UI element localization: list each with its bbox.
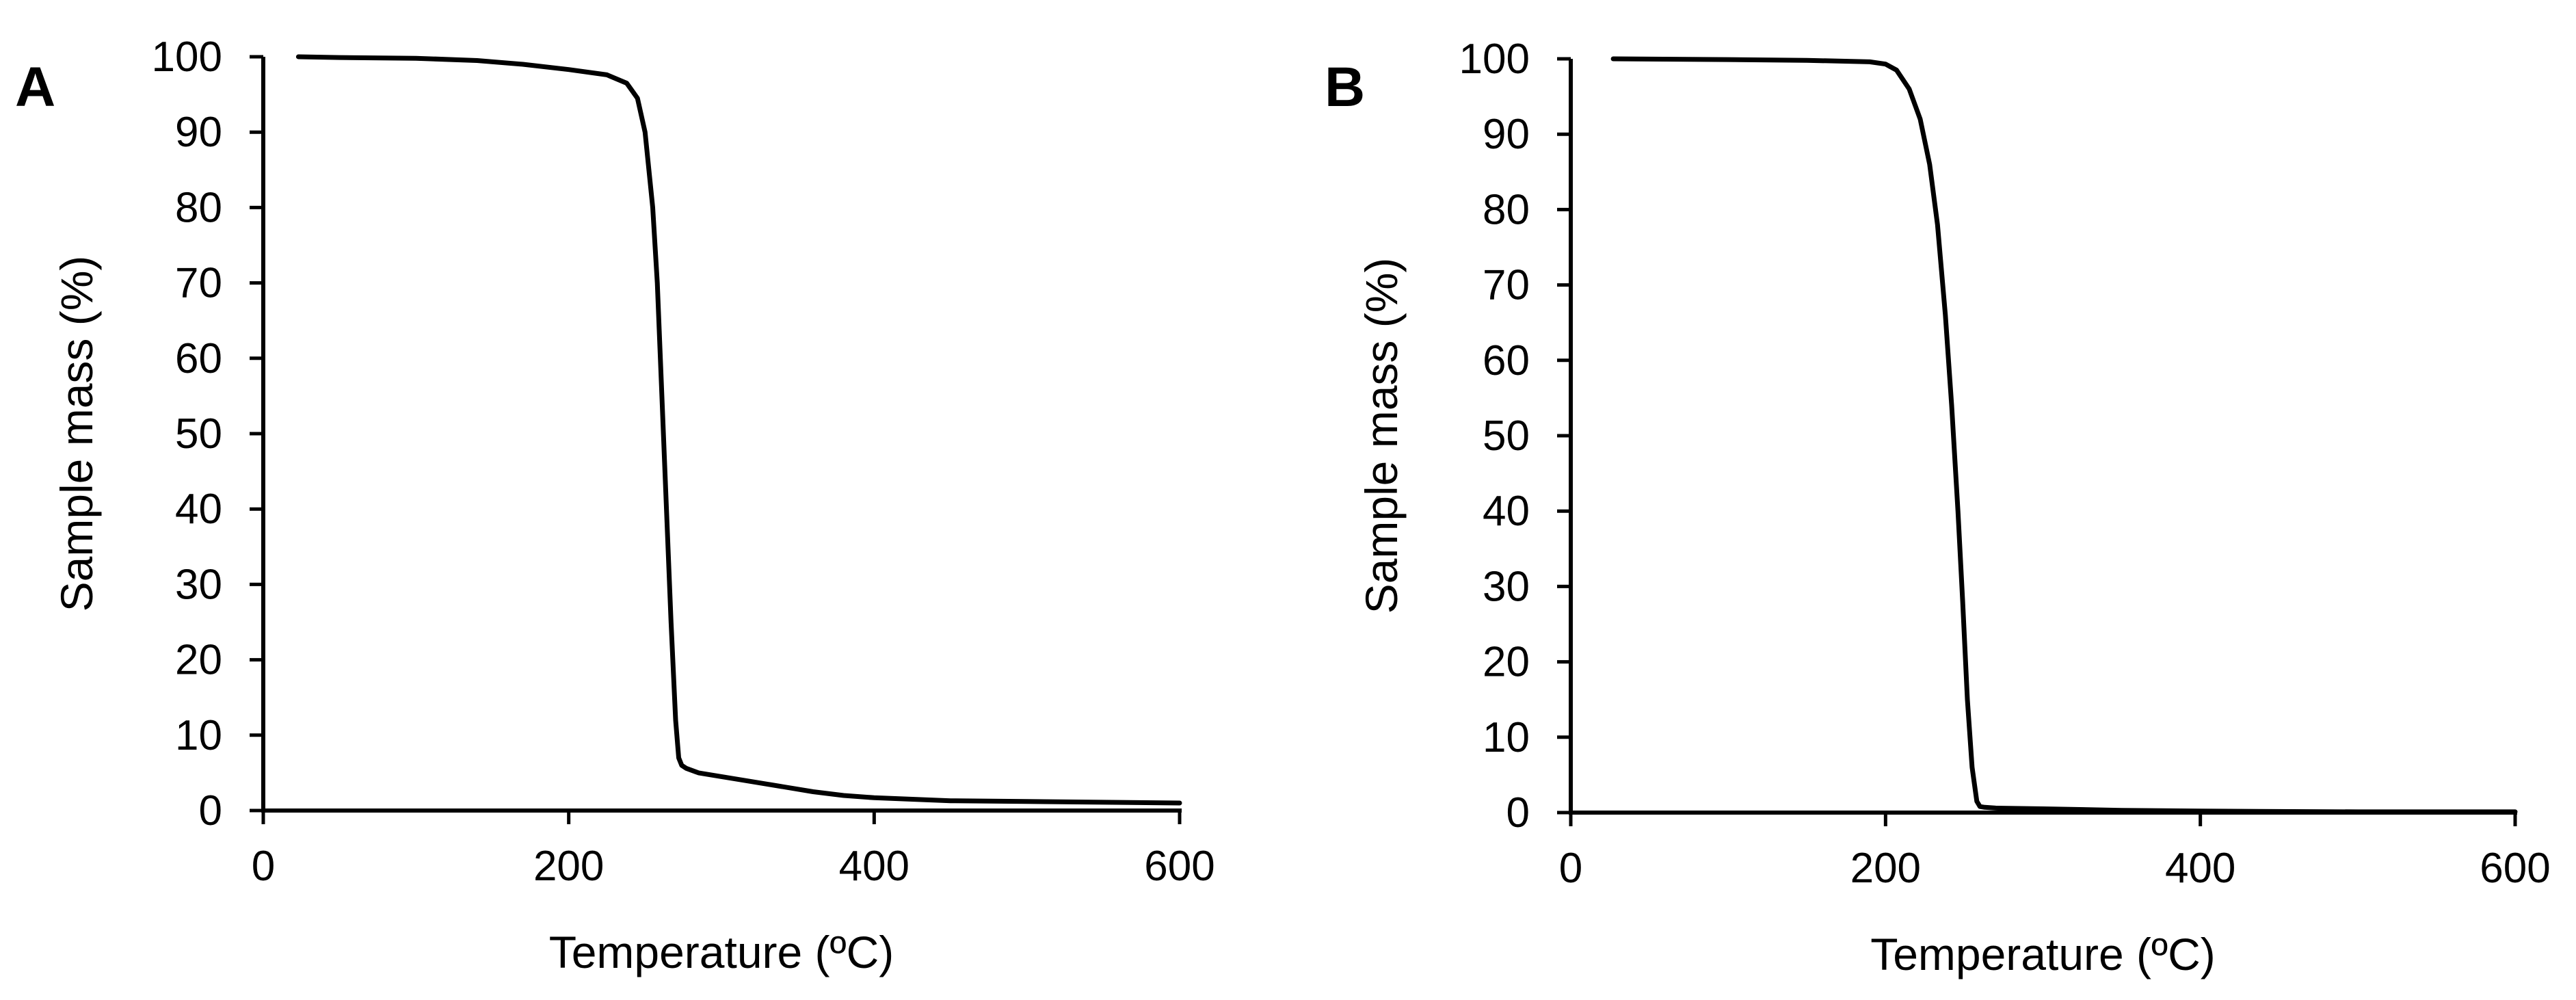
x-axis-title: Temperature (ºC) [549,927,894,977]
y-tick-label: 60 [1483,337,1530,384]
y-tick-label: 80 [175,184,222,231]
series-line [295,54,1182,806]
y-tick-label: 0 [1506,789,1530,837]
panel-letter: A [15,56,55,118]
y-tick-label: 50 [175,410,222,458]
y-tick-label: 30 [1483,563,1530,610]
y-axis-title: Sample mass (%) [1356,258,1407,614]
x-tick-label: 600 [2480,845,2550,892]
y-tick-label: 20 [175,637,222,684]
y-tick-label: 40 [1483,488,1530,535]
y-tick-label: 100 [152,34,222,81]
y-tick-label: 0 [199,787,222,834]
x-tick-label: 600 [1144,843,1214,890]
x-tick-label: 400 [839,843,909,890]
x-tick-label: 400 [2165,845,2235,892]
panel-letter: B [1325,56,1365,118]
panel-a: A 0 10 20 30 40 50 60 70 80 90 100 0 200 400 600 Tempera… [15,34,1215,977]
x-tick-label: 0 [252,843,275,890]
series-line [1610,56,2518,815]
y-tick-label: 90 [175,109,222,156]
x-tick-label: 200 [533,843,604,890]
y-tick-label: 60 [175,335,222,382]
y-tick-label: 80 [1483,186,1530,233]
y-tick-label: 70 [1483,262,1530,309]
y-tick-label: 70 [175,260,222,307]
y-tick-label: 20 [1483,639,1530,686]
y-tick-label: 50 [1483,412,1530,460]
x-tick-label: 0 [1559,845,1582,892]
y-tick-label: 10 [175,712,222,759]
y-tick-label: 30 [175,561,222,608]
y-tick-label: 10 [1483,714,1530,761]
y-tick-label: 90 [1483,111,1530,158]
y-axis-title: Sample mass (%) [51,256,102,612]
y-tick-label: 100 [1459,36,1530,83]
y-tick-label: 40 [175,486,222,533]
panel-b: B 0 10 20 30 40 50 60 70 80 90 100 0 200 400 600 Tempera… [1325,36,2551,979]
x-tick-label: 200 [1850,845,1921,892]
x-axis-title: Temperature (ºC) [1870,929,2216,979]
